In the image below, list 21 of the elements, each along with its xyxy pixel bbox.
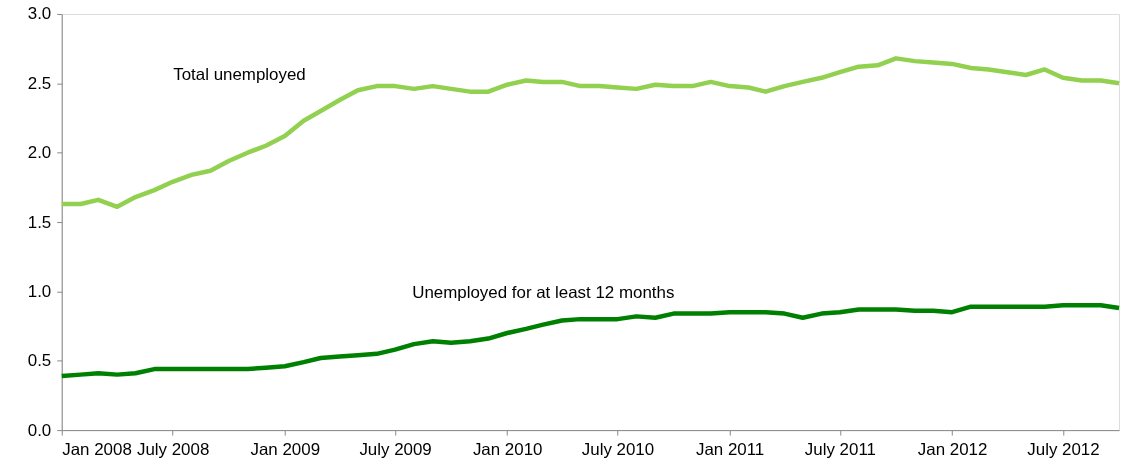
y-tick-label: 2.5 <box>27 73 52 93</box>
y-tick-label: 1.5 <box>27 212 52 232</box>
y-tick-label: 2.0 <box>27 143 52 163</box>
x-tick-label: Jan 2009 <box>250 439 321 459</box>
x-tick-label: July 2008 <box>136 439 210 459</box>
x-tick-label: July 2011 <box>804 439 876 459</box>
x-tick-label: Jan 2008 <box>62 439 132 459</box>
x-tick-label: July 2009 <box>359 439 432 459</box>
x-tick-label: Jan 2010 <box>472 439 543 459</box>
series-label: Unemployed for at least 12 months <box>412 282 675 302</box>
line-series <box>59 56 1122 210</box>
y-tick-label: 0.0 <box>27 420 52 440</box>
x-tick-label: Jan 2012 <box>917 439 988 459</box>
x-tick-label: July 2010 <box>581 439 655 459</box>
y-tick-label: 3.0 <box>27 4 52 24</box>
y-tick-label: 1.0 <box>27 281 52 301</box>
y-tick-label: 0.5 <box>27 351 52 371</box>
line-series <box>59 303 1122 379</box>
series-label: Total unemployed <box>173 64 306 84</box>
x-tick-label: July 2012 <box>1027 439 1100 459</box>
x-tick-label: Jan 2011 <box>695 439 765 459</box>
